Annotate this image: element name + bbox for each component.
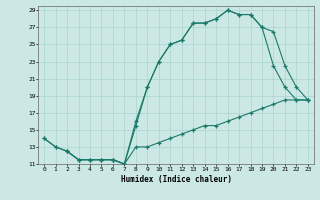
X-axis label: Humidex (Indice chaleur): Humidex (Indice chaleur): [121, 175, 231, 184]
